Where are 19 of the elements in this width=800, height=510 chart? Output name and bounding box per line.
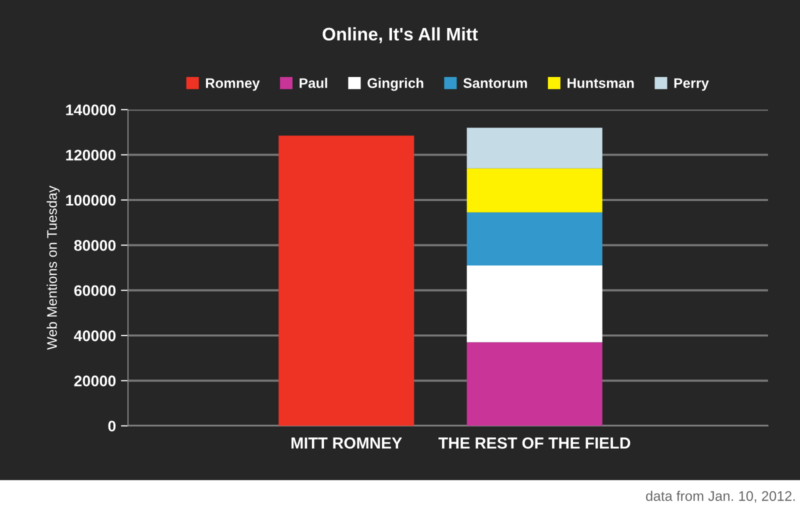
legend-label: Huntsman	[568, 78, 634, 88]
legend-label: Romney	[206, 78, 260, 91]
legend-label: Paul	[300, 78, 328, 88]
legend-label: Perry	[674, 78, 709, 91]
chart-title: Online, It's All Mitt	[322, 27, 478, 44]
x-tick-label: MITT ROMNEY	[292, 437, 402, 449]
y-tick-label: 40000	[74, 330, 116, 342]
text: data from Jan. 10, 2012.	[646, 490, 795, 503]
y-axis-title: Web Mentions on Tuesday	[46, 186, 60, 350]
y-tick-label: 60000	[74, 285, 116, 296]
y-tick-label: 80000	[74, 240, 116, 251]
legend-label: Gingrich	[368, 78, 424, 91]
x-tick-label: THE REST OF THE FIELD	[438, 437, 630, 449]
y-tick-label: 20000	[74, 376, 116, 386]
y-tick-label: 140000	[66, 104, 116, 116]
y-tick-label: 100000	[66, 194, 116, 206]
y-tick-label: 0	[108, 420, 116, 432]
legend-label: Santorum	[463, 78, 527, 88]
y-tick-label: 120000	[66, 150, 116, 161]
